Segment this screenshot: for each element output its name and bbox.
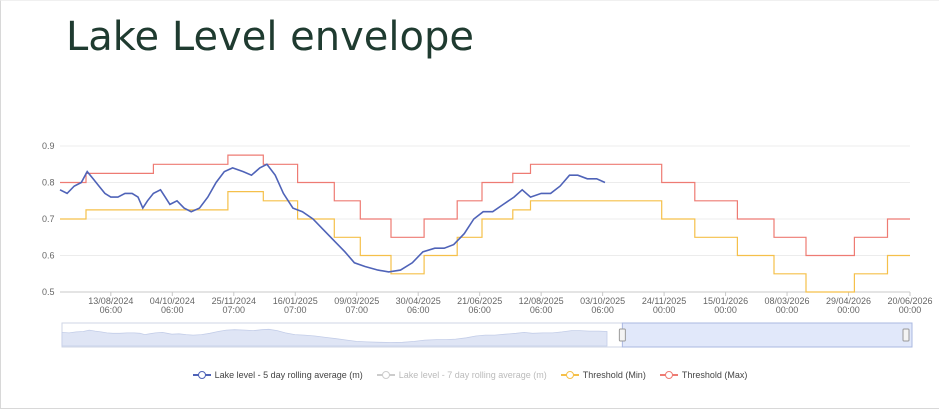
legend-label: Threshold (Min) [582,370,646,380]
x-tick-label-time: 07:00 [223,305,246,315]
x-tick-label-date: 16/01/2025 [273,296,318,306]
series-line-threshold-max[interactable] [60,154,910,257]
legend-swatch-icon [376,370,395,380]
x-tick-label-time: 00:00 [776,305,799,315]
page-title: Lake Level envelope [66,14,474,60]
x-tick-label-date: 08/03/2026 [765,296,810,306]
x-tick-label-date: 29/04/2026 [826,296,871,306]
navigator-series-area [61,328,608,347]
y-tick-label: 0.7 [42,214,55,224]
x-tick-label-date: 21/06/2025 [457,296,502,306]
navigator-handle-right[interactable] [902,328,910,342]
x-tick-label-date: 13/08/2024 [88,296,133,306]
legend-swatch-icon [192,370,211,380]
x-tick-label-date: 30/04/2025 [396,296,441,306]
legend-swatch-icon [560,370,579,380]
navigator-selected-range[interactable] [621,322,913,348]
legend-label: Threshold (Max) [681,370,748,380]
x-tick-label-date: 03/10/2025 [580,296,625,306]
x-tick-label-time: 06:00 [407,305,430,315]
legend-item-lake-level-7-day[interactable]: Lake level - 7 day rolling average (m) [376,370,547,380]
x-tick-label-time: 06:00 [100,305,123,315]
legend-item-threshold-min[interactable]: Threshold (Min) [560,370,646,380]
series-line-threshold-min[interactable] [60,191,910,293]
series-lines[interactable] [59,154,910,293]
x-tick-label-time: 00:00 [714,305,737,315]
legend: Lake level - 5 day rolling average (m) L… [0,370,940,380]
legend-item-lake-level-5-day[interactable]: Lake level - 5 day rolling average (m) [192,370,363,380]
x-tick-label-time: 07:00 [284,305,307,315]
x-tick-label-time: 07:00 [345,305,368,315]
legend-label: Lake level - 7 day rolling average (m) [398,370,547,380]
series-line-lake-level-5-day-rolling-average-m[interactable] [59,163,606,273]
x-tick-label-time: 00:00 [837,305,860,315]
x-tick-label-time: 00:00 [653,305,676,315]
x-tick-label-date: 12/08/2025 [519,296,564,306]
x-tick-label-date: 04/10/2024 [150,296,195,306]
y-tick-label: 0.9 [42,141,55,151]
legend-item-threshold-max[interactable]: Threshold (Max) [659,370,748,380]
x-tick-label-date: 15/01/2026 [703,296,748,306]
legend-label: Lake level - 5 day rolling average (m) [214,370,363,380]
navigator-handle-left[interactable] [618,328,626,342]
x-tick-label-date: 25/11/2024 [212,296,256,306]
lake-level-chart[interactable]: 0.50.60.70.80.9 13/08/202406:0004/10/202… [0,0,940,360]
y-tick-label: 0.5 [42,287,55,297]
y-tick-label: 0.8 [42,178,55,188]
x-tick-label-date: 24/11/2025 [642,296,686,306]
range-navigator[interactable] [61,322,913,348]
x-tick-label-time: 06:00 [530,305,553,315]
legend-swatch-icon [659,370,678,380]
x-axis-ticks: 13/08/202406:0004/10/202406:0025/11/2024… [88,292,933,315]
x-tick-label-time: 06:00 [591,305,614,315]
x-tick-label-time: 06:00 [468,305,491,315]
x-tick-label-time: 00:00 [899,305,922,315]
x-tick-label-date: 09/03/2025 [334,296,379,306]
y-axis-ticks: 0.5 0.6 0.7 0.8 0.9 [42,141,55,297]
y-tick-label: 0.6 [42,251,55,261]
x-tick-label-date: 20/06/2026 [887,296,932,306]
x-tick-label-time: 06:00 [161,305,184,315]
